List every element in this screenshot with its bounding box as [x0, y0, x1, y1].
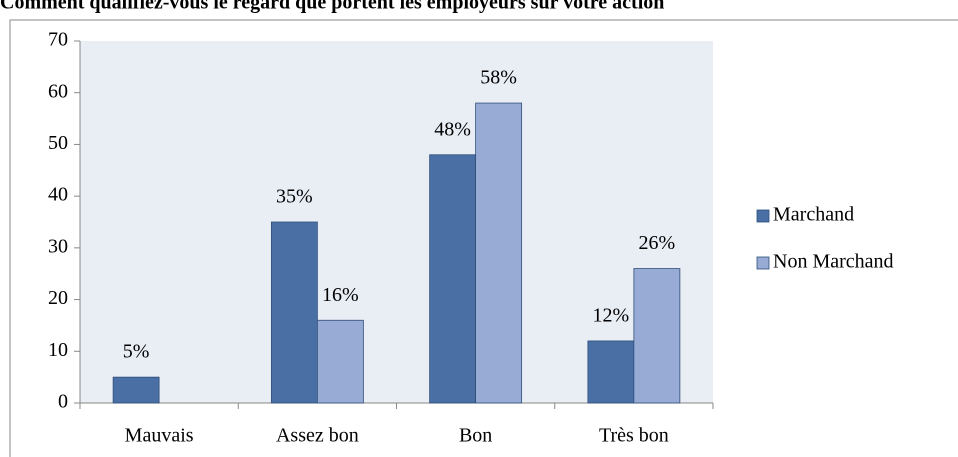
y-tick-label: 60	[48, 80, 68, 102]
y-tick-label: 10	[48, 339, 68, 361]
data-label: 12%	[593, 305, 630, 327]
data-label: 16%	[322, 284, 359, 306]
bar	[587, 340, 635, 404]
y-tick-label: 40	[48, 184, 68, 206]
data-label: 5%	[123, 341, 150, 363]
bar	[633, 268, 681, 404]
y-tick-label: 20	[48, 287, 68, 309]
bar	[316, 319, 364, 404]
legend-swatch	[756, 209, 770, 223]
x-tick-label: Bon	[459, 425, 492, 447]
chart-title: Comment qualifiez-vous le regard que por…	[0, 0, 664, 14]
legend-label: Non Marchand	[773, 251, 894, 273]
y-tick-label: 50	[48, 132, 68, 154]
bar	[475, 102, 523, 404]
legend-label: Marchand	[773, 204, 854, 226]
x-tick-label: Mauvais	[125, 425, 194, 447]
x-tick-label: Très bon	[599, 425, 669, 447]
data-label: 58%	[480, 67, 517, 89]
data-label: 48%	[434, 118, 471, 140]
bar	[270, 221, 318, 404]
y-tick-label: 0	[58, 391, 68, 413]
data-label: 26%	[639, 232, 676, 254]
bar	[429, 154, 477, 404]
data-label: 35%	[276, 186, 313, 208]
bar	[112, 376, 160, 404]
y-tick-label: 70	[48, 29, 68, 51]
x-tick-label: Assez bon	[276, 425, 359, 447]
legend-swatch	[756, 256, 770, 270]
y-tick-label: 30	[48, 235, 68, 257]
